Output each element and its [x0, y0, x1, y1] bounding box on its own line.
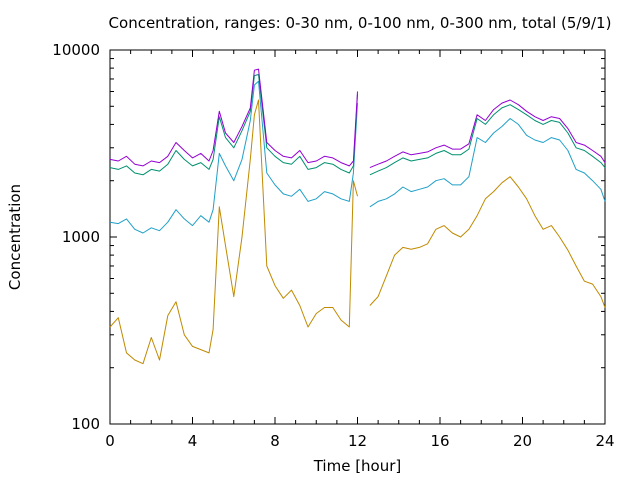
- x-tick-label: 20: [513, 432, 532, 450]
- x-axis-label: Time [hour]: [313, 457, 402, 475]
- x-tick-label: 8: [270, 432, 280, 450]
- series-line-2: [109, 80, 606, 234]
- x-tick-label: 16: [430, 432, 449, 450]
- x-tick-label: 0: [105, 432, 115, 450]
- series-line-1: [109, 99, 606, 365]
- y-axis-label: Concentration: [6, 184, 24, 290]
- ticks-layer: 0 4 8 12 16 20 24 100 1000 10000: [52, 41, 614, 450]
- series-layer: [109, 68, 606, 365]
- series-line-3: [109, 74, 606, 176]
- y-tick-label: 1000: [62, 228, 100, 246]
- y-tick-label: 10000: [52, 41, 100, 59]
- chart-title: Concentration, ranges: 0-30 nm, 0-100 nm…: [109, 14, 612, 32]
- x-tick-label: 12: [348, 432, 367, 450]
- x-tick-label: 24: [595, 432, 614, 450]
- y-tick-label: 100: [71, 415, 100, 433]
- x-tick-label: 4: [188, 432, 198, 450]
- series-line-4: [109, 68, 606, 169]
